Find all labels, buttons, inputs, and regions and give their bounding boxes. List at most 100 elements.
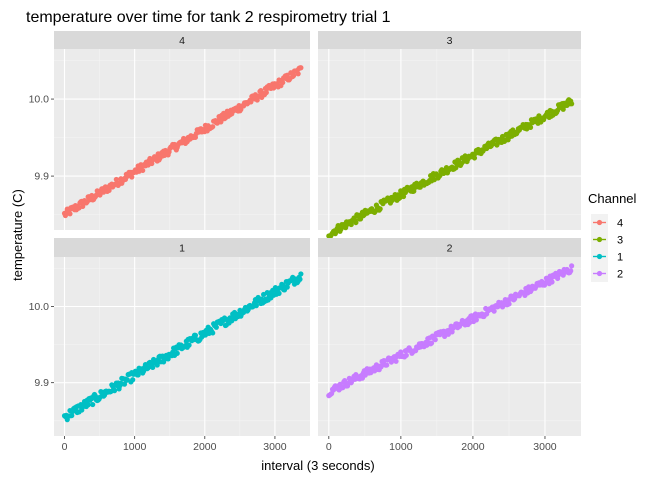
series-channel-2 xyxy=(326,263,575,399)
facet-strip-label: 1 xyxy=(179,243,185,255)
facet-panel-3: 3 xyxy=(318,31,581,239)
panel-background xyxy=(318,49,581,230)
facet-strip xyxy=(318,31,581,49)
data-point xyxy=(263,89,269,96)
data-point xyxy=(111,388,118,394)
data-point xyxy=(568,268,574,274)
data-point xyxy=(348,221,354,228)
data-point xyxy=(403,352,409,358)
data-point xyxy=(85,402,91,408)
x-tick-label: 1000 xyxy=(389,441,413,453)
data-point xyxy=(569,263,575,269)
data-point xyxy=(291,73,297,79)
data-point xyxy=(280,79,286,86)
legend-key-point xyxy=(596,219,603,226)
x-axis: 0 1000 2000 3000 0 1000 2000 3000 xyxy=(62,436,557,453)
data-point xyxy=(353,219,359,226)
data-point xyxy=(154,362,160,368)
facet-strip xyxy=(318,238,581,257)
data-point xyxy=(411,188,417,194)
facet-strip-label: 2 xyxy=(447,243,453,255)
facet-strip xyxy=(54,238,310,257)
legend-entry-1: 1 xyxy=(591,248,623,265)
data-point xyxy=(453,165,459,171)
data-point xyxy=(165,356,171,362)
data-point xyxy=(276,290,282,296)
data-point xyxy=(298,65,304,71)
facet-panels: 4 3 1 2 xyxy=(54,31,581,436)
data-point xyxy=(569,101,575,107)
y-tick-label: 10.0 xyxy=(29,301,50,313)
facet-strip-label: 3 xyxy=(447,35,453,47)
x-tick-label: 3000 xyxy=(263,441,287,453)
series-channel-3 xyxy=(326,97,575,239)
x-tick-label: 0 xyxy=(62,441,68,453)
data-point xyxy=(253,303,259,309)
data-point xyxy=(210,330,216,336)
data-point xyxy=(560,106,566,112)
legend-label: 2 xyxy=(617,269,623,281)
facet-panel-4: 4 xyxy=(54,31,310,230)
legend-title: Channel xyxy=(588,191,637,206)
data-point xyxy=(140,167,146,174)
y-tick-label: 10.0 xyxy=(29,94,50,106)
y-axis: 9.9 10.0 9.9 10.0 xyxy=(29,94,54,389)
data-point xyxy=(377,206,383,212)
legend-label: 4 xyxy=(617,218,623,230)
legend: Channel 4 3 1 2 xyxy=(588,191,637,282)
x-tick-label: 2000 xyxy=(461,441,485,453)
facet-strip-label: 4 xyxy=(179,35,185,47)
x-tick-label: 3000 xyxy=(533,441,557,453)
data-point xyxy=(297,276,303,282)
x-tick-label: 1000 xyxy=(123,441,147,453)
series-channel-1 xyxy=(61,271,304,423)
data-point xyxy=(150,364,156,371)
x-tick-label: 2000 xyxy=(193,441,217,453)
data-point xyxy=(295,71,301,77)
data-point xyxy=(393,358,399,364)
legend-key-point xyxy=(596,253,603,260)
data-point xyxy=(67,211,73,217)
data-point xyxy=(135,372,141,378)
data-point xyxy=(506,301,512,307)
data-point xyxy=(145,365,151,371)
y-tick-label: 9.9 xyxy=(34,377,49,389)
legend-label: 1 xyxy=(617,252,623,264)
data-point xyxy=(248,99,254,105)
data-point xyxy=(130,377,136,383)
data-point xyxy=(284,284,290,290)
x-axis-title: interval (3 seconds) xyxy=(261,458,374,473)
data-point xyxy=(174,350,180,356)
data-point xyxy=(471,155,478,161)
y-axis-title: temperature (C) xyxy=(10,189,25,281)
y-tick-label: 9.9 xyxy=(34,171,49,183)
data-point xyxy=(69,412,75,419)
facet-panel-2: 2 xyxy=(318,238,581,436)
legend-entries: 4 3 1 2 xyxy=(591,214,623,282)
legend-key-point xyxy=(596,270,603,277)
data-point xyxy=(549,279,555,285)
data-point xyxy=(129,174,135,180)
legend-label: 3 xyxy=(617,235,623,247)
data-point xyxy=(213,324,219,330)
data-point xyxy=(342,378,348,384)
legend-entry-4: 4 xyxy=(591,214,623,231)
facet-panel-1: 1 xyxy=(54,238,310,436)
legend-entry-2: 2 xyxy=(591,265,623,282)
chart-title: temperature over time for tank 2 respiro… xyxy=(26,9,391,26)
data-point xyxy=(186,342,192,348)
facet-strip xyxy=(54,31,310,49)
data-point xyxy=(428,340,435,346)
data-point xyxy=(400,193,407,200)
data-point xyxy=(384,362,390,368)
data-point xyxy=(192,332,199,338)
series-channel-4 xyxy=(61,65,304,219)
data-point xyxy=(298,271,304,277)
x-tick-label: 0 xyxy=(326,441,332,453)
data-point xyxy=(90,401,96,408)
data-point xyxy=(210,124,216,130)
data-point xyxy=(432,337,438,343)
legend-key-point xyxy=(596,236,603,243)
data-point xyxy=(527,124,534,130)
